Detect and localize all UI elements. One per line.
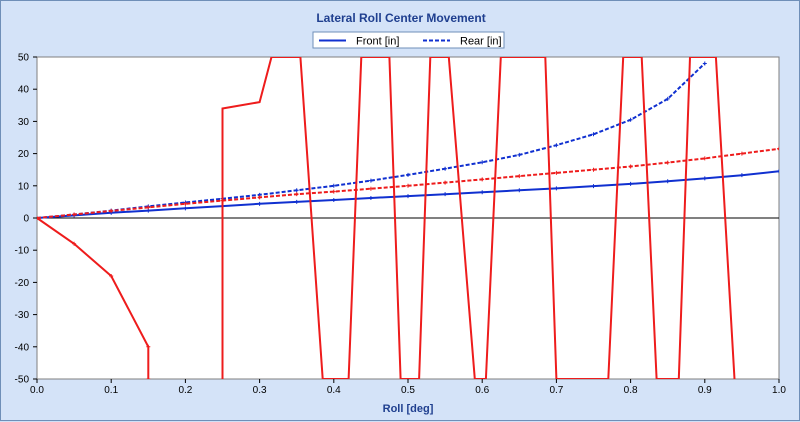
y-tick-label: -20 [15, 278, 30, 289]
series-0-point [183, 206, 188, 211]
y-tick-label: 50 [18, 53, 30, 64]
x-tick-label: 0.0 [30, 385, 44, 396]
series-0-point [368, 196, 373, 201]
series-1-point [368, 178, 373, 183]
series-4-point [665, 160, 670, 165]
series-0-point [702, 176, 707, 181]
series-1-point [591, 132, 596, 137]
x-tick-label: 0.7 [549, 385, 563, 396]
x-tick-label: 0.4 [327, 385, 341, 396]
series-0-group [37, 169, 779, 220]
series-4-point [517, 174, 522, 179]
y-tick-label: 10 [18, 181, 30, 192]
x-axis-label: Roll [deg] [383, 403, 434, 415]
series-4-point [72, 212, 77, 217]
y-tick-label: -40 [15, 342, 30, 353]
series-4-point [554, 170, 559, 175]
series-1-point [443, 166, 448, 171]
series-4-point [443, 180, 448, 185]
y-tick-label: 20 [18, 149, 30, 160]
legend-rear-label: Rear [in] [460, 36, 502, 48]
series-4-point [294, 192, 299, 197]
series-0-point [443, 192, 448, 197]
series-4-point [480, 177, 485, 182]
series-0-point [777, 169, 779, 174]
series-4-point [739, 151, 744, 156]
series-1-point [517, 152, 522, 157]
series-0-point [517, 188, 522, 193]
legend: Front [in] Rear [in] [312, 31, 505, 49]
series-4-point [331, 189, 336, 194]
series-0-point [257, 201, 262, 206]
series-2-point [109, 273, 114, 278]
series-4-point [183, 201, 188, 206]
series-0-point [480, 190, 485, 195]
series-4-group [37, 146, 779, 220]
series-1-point [554, 143, 559, 148]
series-1-point [702, 61, 707, 66]
x-tick-label: 0.2 [178, 385, 192, 396]
y-tick-label: 40 [18, 85, 30, 96]
series-4-point [702, 156, 707, 161]
series-4-point [37, 216, 39, 220]
series-4-point [257, 195, 262, 200]
series-layer [37, 57, 779, 379]
series-1-point [406, 172, 410, 177]
series-4-point [406, 183, 410, 188]
series-1-point [665, 96, 670, 101]
series-4-point [591, 167, 596, 172]
x-tick-label: 0.9 [698, 385, 712, 396]
series-0-point [665, 179, 670, 184]
series-1-point [294, 188, 299, 193]
x-tick-label: 0.8 [624, 385, 638, 396]
x-tick-label: 1.0 [772, 385, 786, 396]
axes-layer: 50 40 30 20 10 0 -10 -20 -30 -40 -500.0 0.1 0.2 0.3 0.… [15, 53, 787, 397]
series-1-point [480, 160, 485, 165]
series-3-line [221, 57, 736, 379]
series-2-point [72, 241, 77, 246]
series-4-point [777, 146, 779, 151]
series-4-point [628, 164, 633, 169]
series-4-point [109, 208, 114, 213]
series-4-point [368, 186, 373, 191]
series-0-point [331, 197, 336, 202]
y-tick-label: 30 [18, 117, 30, 128]
series-0-point [294, 199, 299, 204]
legend-front-label: Front [in] [356, 36, 399, 48]
series-0-point [739, 173, 744, 178]
x-tick-label: 0.1 [104, 385, 118, 396]
chart-title: Lateral Roll Center Movement [316, 11, 485, 25]
series-0-point [591, 184, 596, 189]
series-0-point [406, 194, 410, 199]
series-2-point [146, 344, 151, 349]
y-tick-label: -30 [15, 310, 30, 321]
y-tick-label: -10 [15, 246, 30, 257]
series-1-point [628, 117, 633, 122]
x-tick-label: 0.6 [475, 385, 489, 396]
series-2-point [146, 377, 151, 379]
series-0-point [554, 186, 559, 191]
y-tick-label: 0 [23, 214, 29, 225]
y-tick-label: -50 [15, 375, 30, 386]
series-0-point [628, 181, 633, 186]
series-4-point [146, 205, 151, 210]
series-1-point [331, 183, 336, 188]
series-3-group [221, 57, 736, 379]
x-tick-label: 0.3 [253, 385, 267, 396]
x-tick-label: 0.5 [401, 385, 415, 396]
series-4-point [220, 198, 225, 203]
legend-box [312, 31, 505, 49]
